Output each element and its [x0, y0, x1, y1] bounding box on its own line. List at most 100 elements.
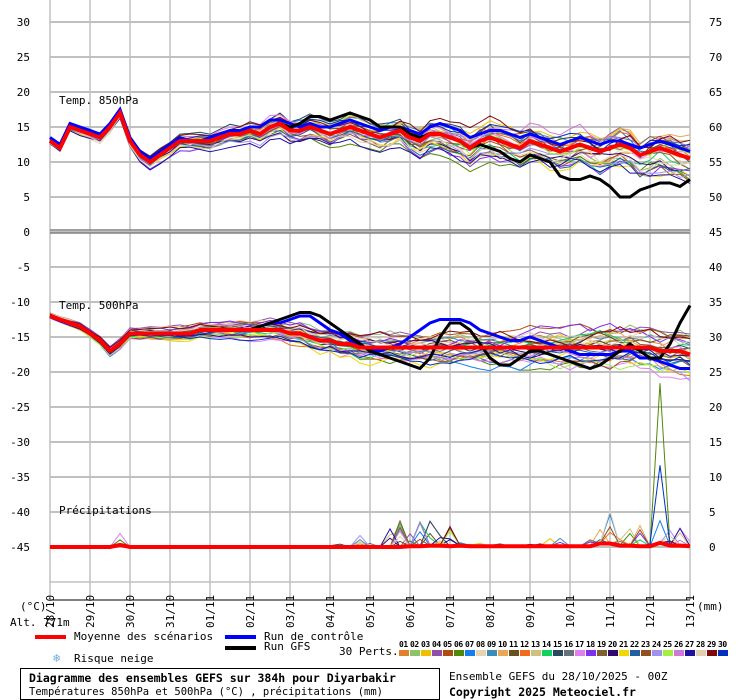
svg-text:35: 35: [709, 296, 722, 309]
svg-text:20: 20: [17, 86, 30, 99]
svg-text:31/10: 31/10: [164, 595, 177, 628]
svg-text:25: 25: [709, 366, 722, 379]
member-number: 18: [586, 640, 595, 649]
svg-text:-30: -30: [10, 436, 30, 449]
svg-text:-35: -35: [10, 471, 30, 484]
svg-text:10/11: 10/11: [564, 595, 577, 628]
member-swatch: [608, 650, 618, 656]
member-swatch: [619, 650, 629, 656]
svg-text:-5: -5: [17, 261, 30, 274]
member-swatch: [652, 650, 662, 656]
member-number: 02: [410, 640, 419, 649]
member-number: 21: [619, 640, 628, 649]
svg-text:30: 30: [17, 16, 30, 29]
member-number: 06: [454, 640, 463, 649]
member-number: 28: [696, 640, 705, 649]
member-number: 14: [542, 640, 551, 649]
member-number: 04: [432, 640, 441, 649]
member-number: 19: [597, 640, 606, 649]
member-number: 16: [564, 640, 573, 649]
left-axis-unit: (°C): [20, 600, 47, 613]
snowflake-icon: ❄: [53, 651, 61, 665]
svg-text:25: 25: [17, 51, 30, 64]
svg-text:0: 0: [709, 541, 716, 554]
svg-text:30/10: 30/10: [124, 595, 137, 628]
member-number: 10: [498, 640, 507, 649]
member-swatch: [443, 650, 453, 656]
member-number: 03: [421, 640, 430, 649]
svg-text:-15: -15: [10, 331, 30, 344]
member-number: 22: [630, 640, 639, 649]
svg-text:13/11: 13/11: [684, 595, 697, 628]
svg-text:09/11: 09/11: [524, 595, 537, 628]
svg-text:10: 10: [17, 156, 30, 169]
title-box: Diagramme des ensembles GEFS sur 384h po…: [20, 668, 440, 700]
legend-mean-label: Moyenne des scénarios: [74, 630, 214, 643]
member-swatch: [454, 650, 464, 656]
legend-gfs-label: Run GFS: [264, 640, 311, 653]
member-swatch: [586, 650, 596, 656]
svg-text:-45: -45: [10, 541, 30, 554]
member-swatch: [696, 650, 706, 656]
member-swatch: [487, 650, 497, 656]
member-number: 08: [476, 640, 485, 649]
svg-text:20: 20: [709, 401, 722, 414]
chart-title: Diagramme des ensembles GEFS sur 384h po…: [29, 671, 396, 685]
member-swatch: [685, 650, 695, 656]
svg-text:05/11: 05/11: [364, 595, 377, 628]
svg-text:75: 75: [709, 16, 722, 29]
svg-text:45: 45: [709, 226, 722, 239]
member-swatch: [432, 650, 442, 656]
member-swatch: [421, 650, 431, 656]
member-number: 23: [641, 640, 650, 649]
svg-text:03/11: 03/11: [284, 595, 297, 628]
mean-swatch: [35, 635, 66, 639]
svg-text:5: 5: [23, 191, 30, 204]
altitude-label: Alt. 771m: [10, 616, 70, 629]
svg-text:08/11: 08/11: [484, 595, 497, 628]
member-swatch: [641, 650, 651, 656]
svg-text:50: 50: [709, 191, 722, 204]
svg-text:28/10: 28/10: [44, 595, 57, 628]
svg-text:-10: -10: [10, 296, 30, 309]
svg-text:01/11: 01/11: [204, 595, 217, 628]
member-number: 09: [487, 640, 496, 649]
perts-label: 30 Perts.: [339, 645, 399, 658]
member-number: 01: [399, 640, 408, 649]
member-swatch: [630, 650, 640, 656]
member-swatch: [531, 650, 541, 656]
svg-text:55: 55: [709, 156, 722, 169]
member-number: 11: [509, 640, 518, 649]
svg-text:02/11: 02/11: [244, 595, 257, 628]
member-swatch: [718, 650, 728, 656]
member-swatch: [553, 650, 563, 656]
member-number: 05: [443, 640, 452, 649]
member-swatch: [575, 650, 585, 656]
member-swatch: [663, 650, 673, 656]
member-number: 12: [520, 640, 529, 649]
panel-label-500: Temp. 500hPa: [59, 299, 139, 312]
legend-control-label: Run de contrôle: [264, 630, 364, 643]
svg-text:-25: -25: [10, 401, 30, 414]
chart-subtitle: Températures 850hPa et 500hPa (°C) , pré…: [29, 686, 384, 698]
svg-text:0: 0: [23, 226, 30, 239]
member-swatch: [399, 650, 409, 656]
member-swatch: [410, 650, 420, 656]
member-number: 24: [652, 640, 661, 649]
svg-text:65: 65: [709, 86, 722, 99]
member-number: 17: [575, 640, 584, 649]
control-swatch: [225, 635, 256, 639]
member-swatch: [707, 650, 717, 656]
panel-label-850: Temp. 850hPa: [59, 94, 139, 107]
member-swatch: [674, 650, 684, 656]
svg-text:04/11: 04/11: [324, 595, 337, 628]
member-swatch: [564, 650, 574, 656]
svg-text:12/11: 12/11: [644, 595, 657, 628]
member-number: 07: [465, 640, 474, 649]
member-swatch: [520, 650, 530, 656]
member-number: 29: [707, 640, 716, 649]
member-swatch: [542, 650, 552, 656]
svg-text:29/10: 29/10: [84, 595, 97, 628]
svg-text:11/11: 11/11: [604, 595, 617, 628]
svg-text:10: 10: [709, 471, 722, 484]
